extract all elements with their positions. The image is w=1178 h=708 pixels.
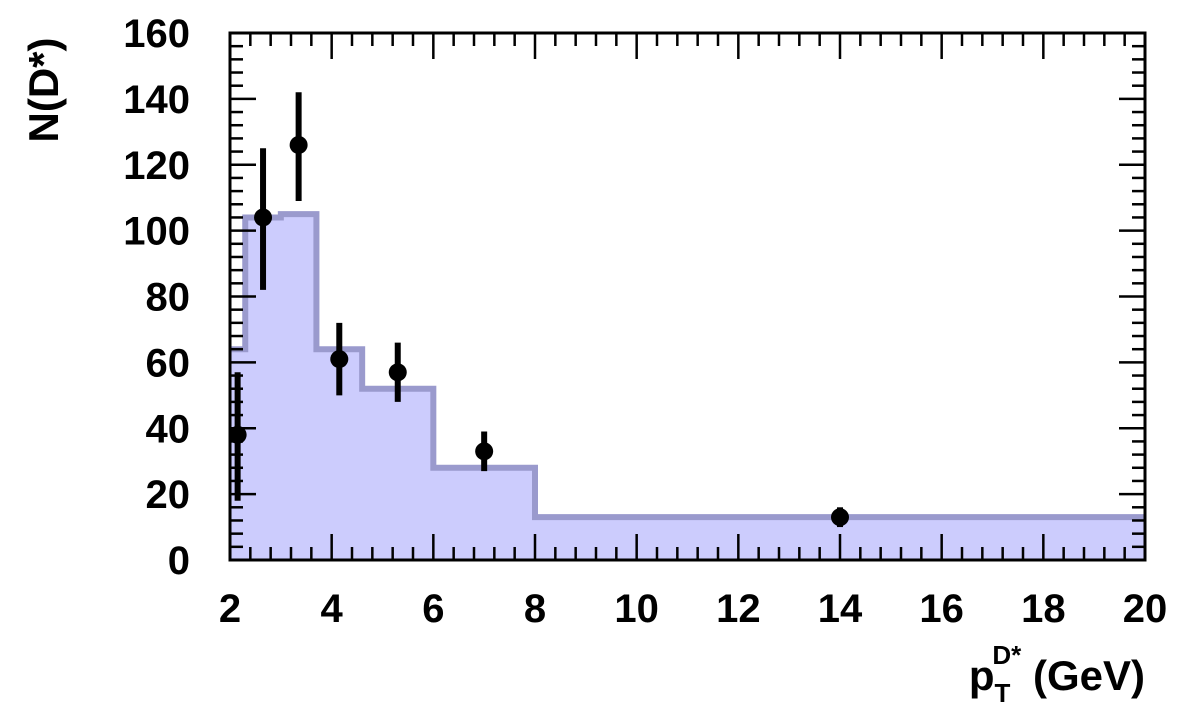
data-point <box>228 425 247 444</box>
x-tick-label: 12 <box>716 587 761 631</box>
x-axis-label-main: p <box>969 652 995 699</box>
x-tick-label: 18 <box>1021 587 1066 631</box>
y-tick-label: 160 <box>123 12 190 56</box>
x-axis-label-unit: (GeV) <box>1021 652 1145 699</box>
data-point <box>289 135 308 154</box>
x-axis-label-sup: D* <box>992 640 1022 670</box>
x-tick-label: 2 <box>219 587 241 631</box>
x-tick-label: 6 <box>422 587 444 631</box>
data-points <box>228 92 849 528</box>
y-tick-label: 40 <box>146 407 191 451</box>
histogram <box>230 211 1145 560</box>
data-point <box>388 363 407 382</box>
x-tick-label: 8 <box>524 587 546 631</box>
plot-frame <box>228 31 1147 562</box>
y-tick-label: 0 <box>168 539 190 583</box>
x-axis-label-sub: T <box>995 678 1011 708</box>
x-tick-label: 4 <box>321 587 344 631</box>
y-tick-label: 100 <box>123 210 190 254</box>
x-tick-label: 20 <box>1123 587 1168 631</box>
x-tick-label: 10 <box>614 587 659 631</box>
x-tick-label: 14 <box>818 587 863 631</box>
x-tick-label: 16 <box>919 587 964 631</box>
axis-ticks <box>228 31 1147 562</box>
histogram-fill <box>230 214 1145 560</box>
y-tick-label: 140 <box>123 78 190 122</box>
tick-labels: 0 20 40 60 80 100 120 140 160 2 4 6 8 10 12 14 16 18 20 <box>123 12 1167 631</box>
data-point <box>831 508 849 527</box>
y-tick-label: 120 <box>123 144 190 188</box>
y-axis-label: N(D*) <box>20 38 67 143</box>
y-tick-label: 60 <box>146 341 191 385</box>
data-point <box>254 208 273 227</box>
x-axis-label: pT D* (GeV) <box>969 640 1145 708</box>
data-point <box>330 350 349 369</box>
y-tick-label: 80 <box>146 276 191 320</box>
data-point <box>475 442 494 461</box>
y-tick-label: 20 <box>146 473 191 517</box>
